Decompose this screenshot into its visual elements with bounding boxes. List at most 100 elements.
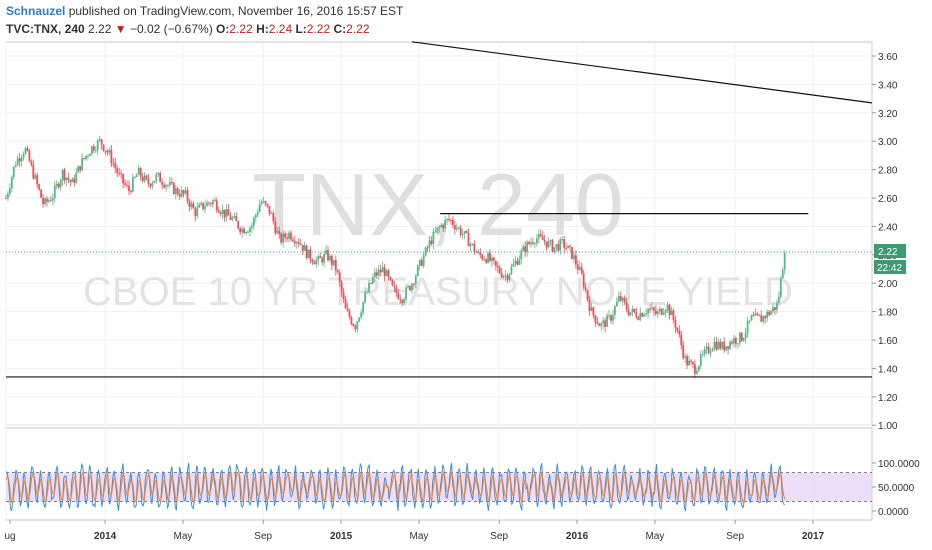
candle-body [155,174,158,181]
downtrend-line[interactable] [411,41,873,104]
candle-body [668,304,671,316]
candle-body [290,232,292,240]
x-tick-label: May [174,531,193,542]
stoch-axis[interactable]: 100.0000 50.0000 0.0000 [872,459,920,518]
candle-body [16,158,19,166]
candle-body [36,175,39,185]
candle-body [229,215,232,220]
trend-drawings[interactable] [6,41,873,378]
candle-body [358,317,361,322]
candle-body [81,157,84,171]
candle-body [639,313,642,320]
candle-body [370,282,372,284]
candle-body [301,244,304,251]
candle-body [426,247,429,249]
close-label: C: [333,22,347,36]
time-axis[interactable]: ug 2014 May Sep 2015 May Sep 2016 May Sep 2017 [4,519,872,542]
candle-body [533,243,536,245]
chart-header: Schnauzel published on TradingView.com, … [0,0,932,42]
candle-body [213,200,216,202]
candle-body [477,251,480,253]
stoch-tick-label: 0.0000 [878,507,909,518]
candle-body [690,360,692,362]
candle-body [465,231,468,233]
candle-body [643,314,646,317]
candle-body [323,253,326,263]
x-tick-label: 2016 [566,531,589,542]
candle-body [28,150,31,162]
candle-body [772,307,774,312]
candle-body [586,290,589,300]
low-label: L: [295,22,307,36]
candle-body [321,257,324,263]
candle-body [254,214,257,218]
y-tick-label: 1.80 [878,308,898,319]
candle-body [57,183,60,188]
candle-body [299,243,302,245]
candle-body [614,306,616,315]
candle-body [551,240,554,252]
candle-body [284,233,286,238]
x-tick-label: May [645,531,664,542]
candle-body [758,314,761,316]
candle-body [502,275,505,278]
candle-body [592,307,595,316]
candle-body [147,178,150,185]
candles[interactable] [5,135,786,378]
candle-body [354,325,357,330]
y-tick-label: 3.00 [878,137,898,148]
candle-body [364,292,366,302]
candle-body [387,270,390,277]
candle-body [182,190,185,194]
candle-body [366,292,368,294]
candle-body [569,245,571,248]
candle-body [450,219,452,221]
candle-body [457,227,460,229]
candle-body [684,356,687,358]
candle-body [407,285,409,288]
candle-body [315,260,318,265]
candle-body [7,193,9,199]
price-axis[interactable]: 3.603.403.203.002.802.602.402.202.001.80… [872,52,898,432]
candle-body [346,308,349,311]
candle-body [262,200,265,202]
candle-body [332,260,335,266]
candle-body [202,202,205,209]
y-tick-label: 1.00 [878,421,898,432]
candle-body [116,168,119,174]
candle-body [779,278,782,297]
candle-body [498,267,501,273]
candle-body [430,240,433,245]
candle-body [738,332,741,344]
candle-body [379,269,382,273]
candle-body [446,219,448,221]
candle-body [582,273,585,288]
candle-body [10,176,13,189]
candle-body [541,236,544,241]
candle-body [770,311,772,315]
candle-body [336,270,339,273]
candle-body [496,265,499,268]
candle-body [735,338,737,344]
candle-body [373,272,376,278]
candle-body [467,232,470,247]
symbol-name[interactable]: TVC:TNX, 240 [6,22,85,36]
candle-body [424,247,427,256]
candle-body [204,206,206,209]
candle-body [372,277,374,284]
candle-body [695,370,698,374]
candle-body [459,227,462,235]
price-change: −0.02 (−0.67%) [129,22,213,36]
candle-body [282,233,285,243]
candle-body [128,185,130,192]
candle-body [46,198,48,202]
candle-body [520,250,523,260]
candle-body [67,177,70,180]
candle-body [165,185,167,188]
candle-body [344,298,347,309]
candle-body [174,188,177,195]
candle-body [137,167,140,175]
author-link[interactable]: Schnauzel [6,4,66,18]
candle-body [775,303,778,310]
